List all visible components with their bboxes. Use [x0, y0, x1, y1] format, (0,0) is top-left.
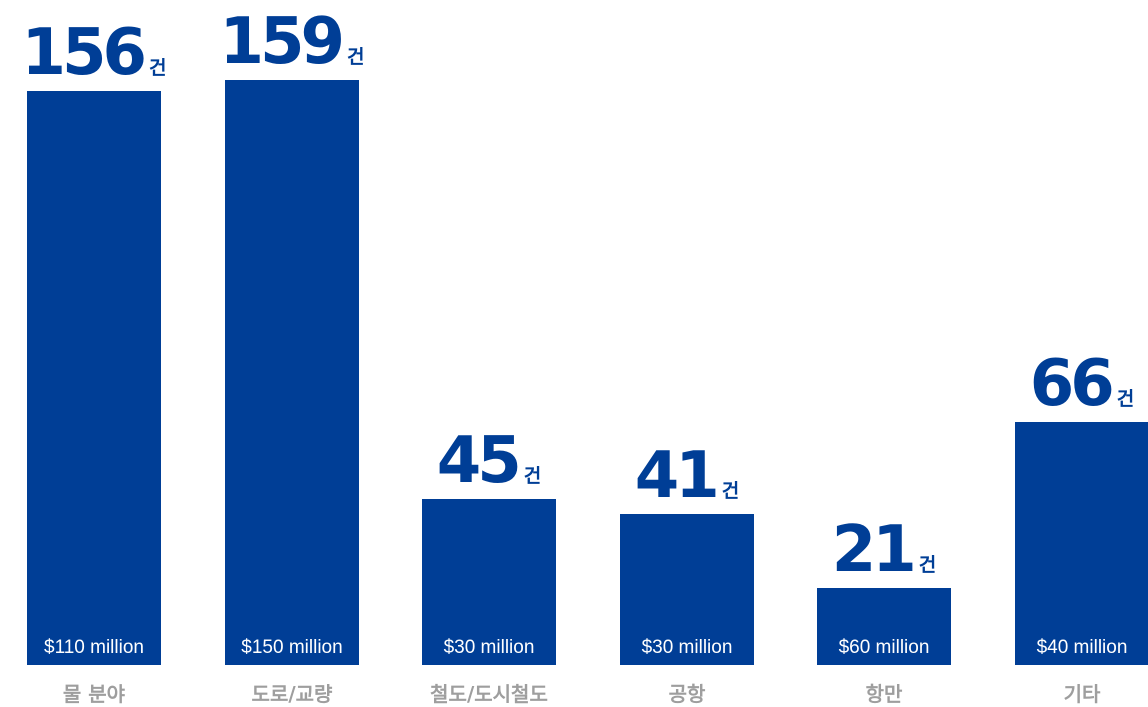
bar-amount-label: $150 million — [241, 637, 343, 658]
data-label-unit: 건 — [149, 57, 167, 79]
bar-amount-label: $30 million — [641, 637, 733, 658]
bar: $110 million — [27, 91, 161, 665]
data-label: 41 건 — [570, 444, 804, 508]
bar: $150 million — [225, 80, 359, 665]
bar: $40 million — [1015, 422, 1148, 665]
bar: $30 million — [620, 514, 754, 665]
bar: $60 million — [817, 588, 951, 665]
data-label-unit: 건 — [721, 480, 740, 502]
category-label: 공항 — [668, 682, 706, 706]
data-label-value: 45 — [436, 424, 522, 498]
bar: $30 million — [422, 499, 556, 665]
data-label-unit: 건 — [1116, 388, 1135, 410]
data-label-value: 66 — [1029, 347, 1115, 421]
data-label-value: 156 — [21, 16, 147, 90]
category-label: 항만 — [865, 682, 903, 706]
data-label-value: 41 — [634, 439, 720, 513]
bar-amount-label: $60 million — [838, 637, 930, 658]
data-label-value: 159 — [219, 5, 345, 79]
data-label-unit: 건 — [523, 465, 542, 487]
category-label: 물 분야 — [62, 682, 126, 706]
category-label: 도로/교량 — [251, 682, 333, 706]
bar-amount-label: $40 million — [1036, 637, 1128, 658]
data-label: 45 건 — [372, 429, 606, 493]
data-label: 156 건 — [0, 21, 211, 85]
bar-amount-label: $110 million — [44, 637, 144, 658]
data-label-unit: 건 — [347, 46, 365, 68]
category-label: 기타 — [1063, 682, 1101, 706]
bar-amount-label: $30 million — [443, 637, 535, 658]
category-label: 철도/도시철도 — [430, 682, 548, 706]
data-label-unit: 건 — [918, 554, 937, 576]
data-label: 66 건 — [965, 352, 1148, 416]
data-label: 21 건 — [767, 518, 1001, 582]
data-label: 159 건 — [175, 10, 409, 74]
data-label-value: 21 — [831, 513, 917, 587]
